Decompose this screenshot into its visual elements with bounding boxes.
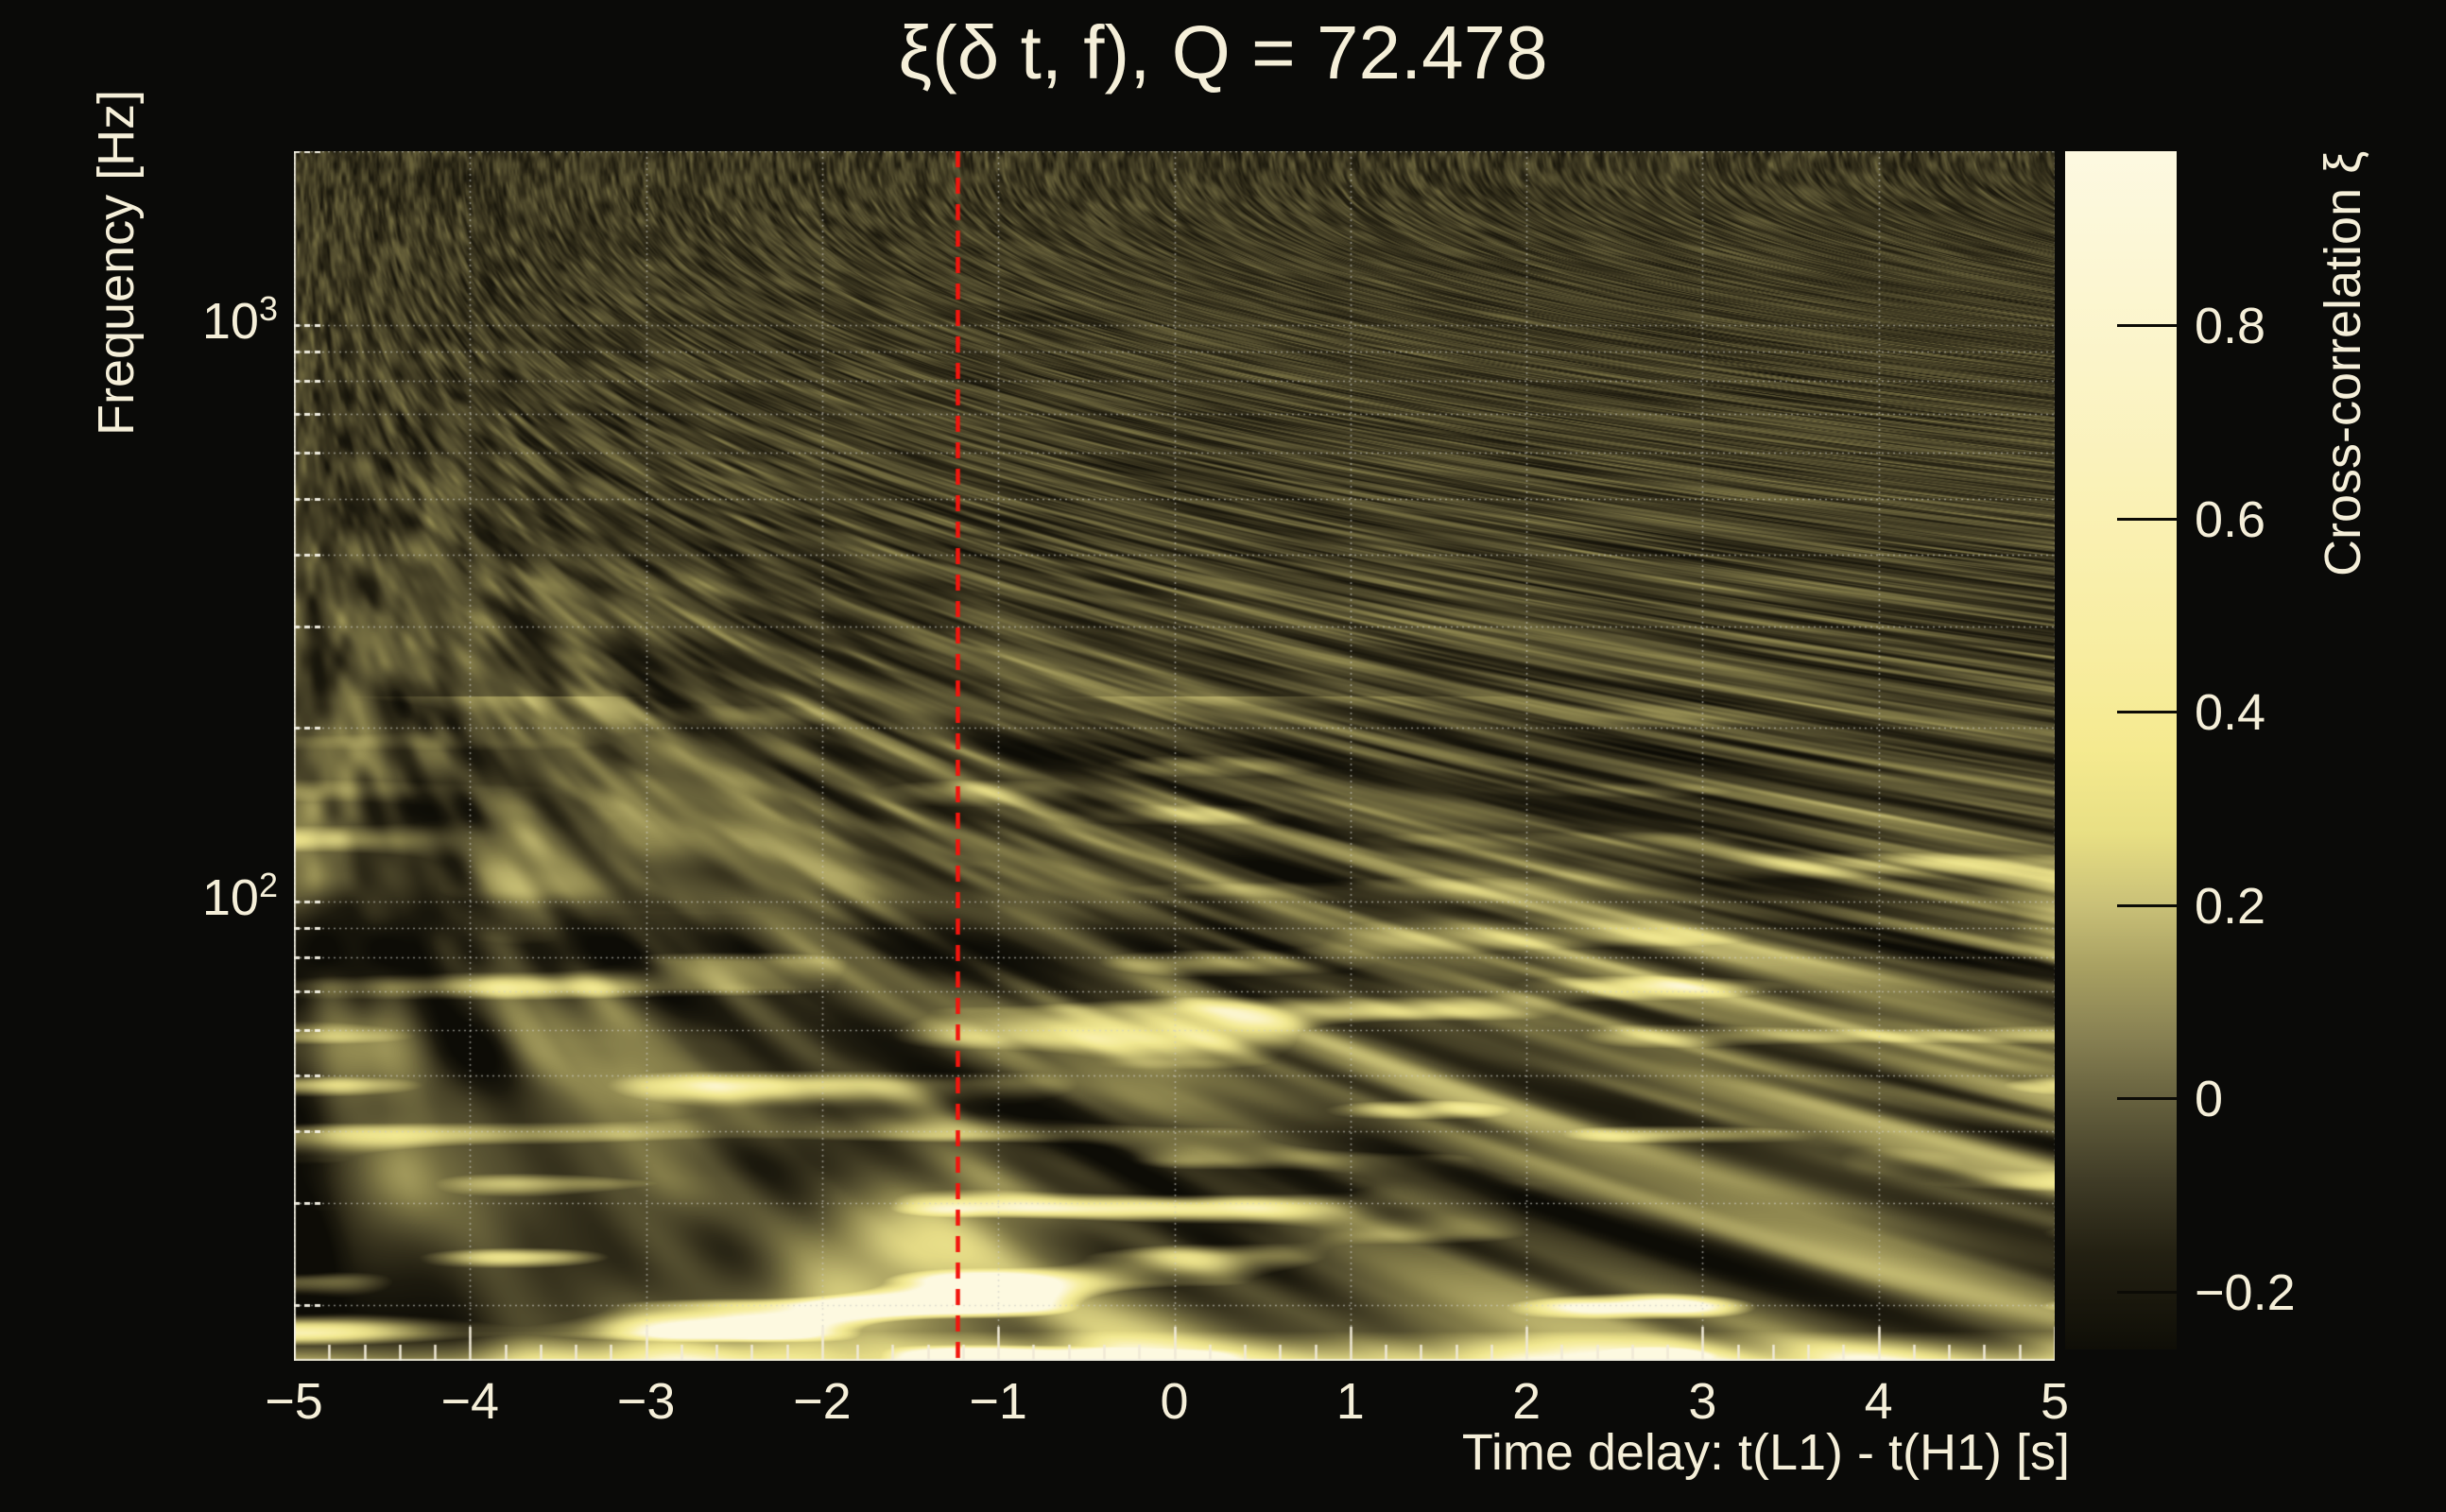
x-tick-label: −4 xyxy=(440,1373,500,1430)
colorbar-tick-label: 0.6 xyxy=(2195,490,2266,548)
x-tick-label: 3 xyxy=(1688,1373,1717,1430)
x-tick-label: −2 xyxy=(793,1373,852,1430)
colorbar-tick-label: 0.2 xyxy=(2195,877,2266,935)
x-tick-label: 4 xyxy=(1864,1373,1893,1430)
x-tick-label: −5 xyxy=(265,1373,323,1430)
x-axis-title: Time delay: t(L1) - t(H1) [s] xyxy=(1461,1424,2070,1481)
x-tick-label: −1 xyxy=(969,1373,1027,1430)
colorbar-tick-label: 0 xyxy=(2195,1071,2224,1128)
y-tick-base: 10 xyxy=(201,869,259,927)
x-tick-label: 0 xyxy=(1160,1373,1189,1430)
colorbar-tick-label: 0.4 xyxy=(2195,684,2266,742)
y-tick-label: 102 xyxy=(60,866,278,927)
grid-ticks-marker-overlay xyxy=(294,151,2055,1361)
y-tick-exponent: 3 xyxy=(258,288,278,328)
y-axis-title: Frequency [Hz] xyxy=(88,90,145,437)
y-tick-base: 10 xyxy=(201,292,259,350)
colorbar-gradient xyxy=(2065,151,2177,1349)
colorbar-tick-label: −0.2 xyxy=(2195,1263,2296,1321)
y-tick-exponent: 2 xyxy=(258,866,278,905)
x-tick-label: 5 xyxy=(2040,1373,2070,1430)
plot-title: ξ(δ t, f), Q = 72.478 xyxy=(898,10,1548,94)
colorbar-axis-title: Cross-correlation ξ xyxy=(2315,151,2371,577)
x-tick-label: −3 xyxy=(616,1373,676,1430)
y-tick-label: 103 xyxy=(60,289,278,351)
x-tick-label: 2 xyxy=(1512,1373,1542,1430)
colorbar-tick-label: 0.8 xyxy=(2195,298,2266,355)
x-tick-label: 1 xyxy=(1335,1373,1365,1430)
